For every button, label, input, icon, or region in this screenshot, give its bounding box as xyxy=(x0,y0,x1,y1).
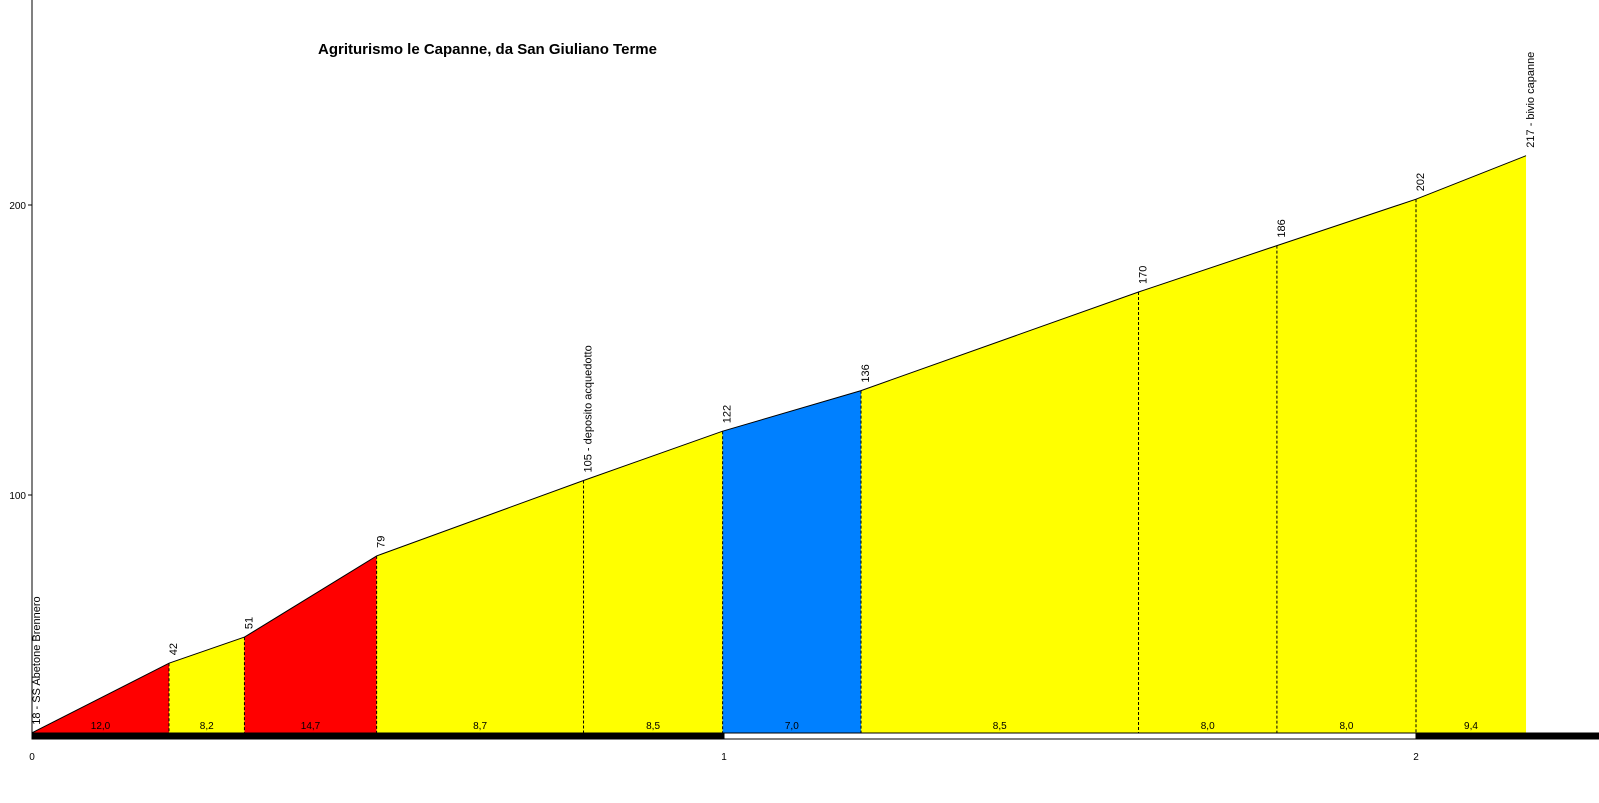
km-bar-band xyxy=(723,732,1417,740)
point-label: 105 - deposito acquedotto xyxy=(583,345,595,472)
gradient-label: 8,0 xyxy=(1340,721,1354,732)
profile-line xyxy=(31,155,1527,734)
point-label: 42 xyxy=(168,643,180,655)
point-label: 170 xyxy=(1138,266,1150,284)
segment-fill xyxy=(376,480,584,733)
point-label: 122 xyxy=(722,405,734,423)
point-label: 79 xyxy=(376,536,388,548)
point-label: 186 xyxy=(1276,219,1288,237)
segment-fill xyxy=(244,555,377,733)
gradient-label: 8,5 xyxy=(646,721,660,732)
x-tick-label: 0 xyxy=(29,752,35,763)
x-tick-label: 2 xyxy=(1413,752,1419,763)
gradient-label: 8,7 xyxy=(473,721,487,732)
point-label: 202 xyxy=(1415,173,1427,191)
point-label: 51 xyxy=(243,617,255,629)
segment-fill xyxy=(583,431,723,733)
segment-fill xyxy=(722,390,862,733)
point-label: 136 xyxy=(860,364,872,382)
point-label: 217 - bivio capanne xyxy=(1525,52,1537,148)
gradient-label: 9,4 xyxy=(1464,721,1478,732)
axes-layer: 100 200 0 1 2 xyxy=(9,0,1599,763)
labels-layer: 12,0 8,2 14,7 8,7 8,5 7,0 8,5 8,0 8,0 9,4 18 - SS … xyxy=(31,52,1537,732)
profile-layer xyxy=(31,155,1527,734)
y-tick-label: 200 xyxy=(9,201,26,212)
y-tick-label: 100 xyxy=(9,491,26,502)
gradient-label: 8,5 xyxy=(993,721,1007,732)
segment-fill xyxy=(169,637,245,733)
gradient-label: 7,0 xyxy=(785,721,799,732)
gradient-label: 8,2 xyxy=(200,721,214,732)
gradient-label: 14,7 xyxy=(301,721,321,732)
km-bar-band xyxy=(1415,732,1599,740)
point-label: 18 - SS Abetone Brennero xyxy=(31,596,43,724)
segment-fill xyxy=(861,292,1139,733)
segment-fill xyxy=(1138,245,1277,733)
gradient-label: 12,0 xyxy=(91,721,111,732)
chart-title: Agriturismo le Capanne, da San Giuliano … xyxy=(318,41,657,58)
segments-layer xyxy=(32,155,1527,733)
segment-fill xyxy=(1276,199,1416,733)
segment-fill xyxy=(1416,155,1527,733)
x-tick-label: 1 xyxy=(721,752,727,763)
gradient-label: 8,0 xyxy=(1201,721,1215,732)
km-bar-band xyxy=(31,732,725,740)
